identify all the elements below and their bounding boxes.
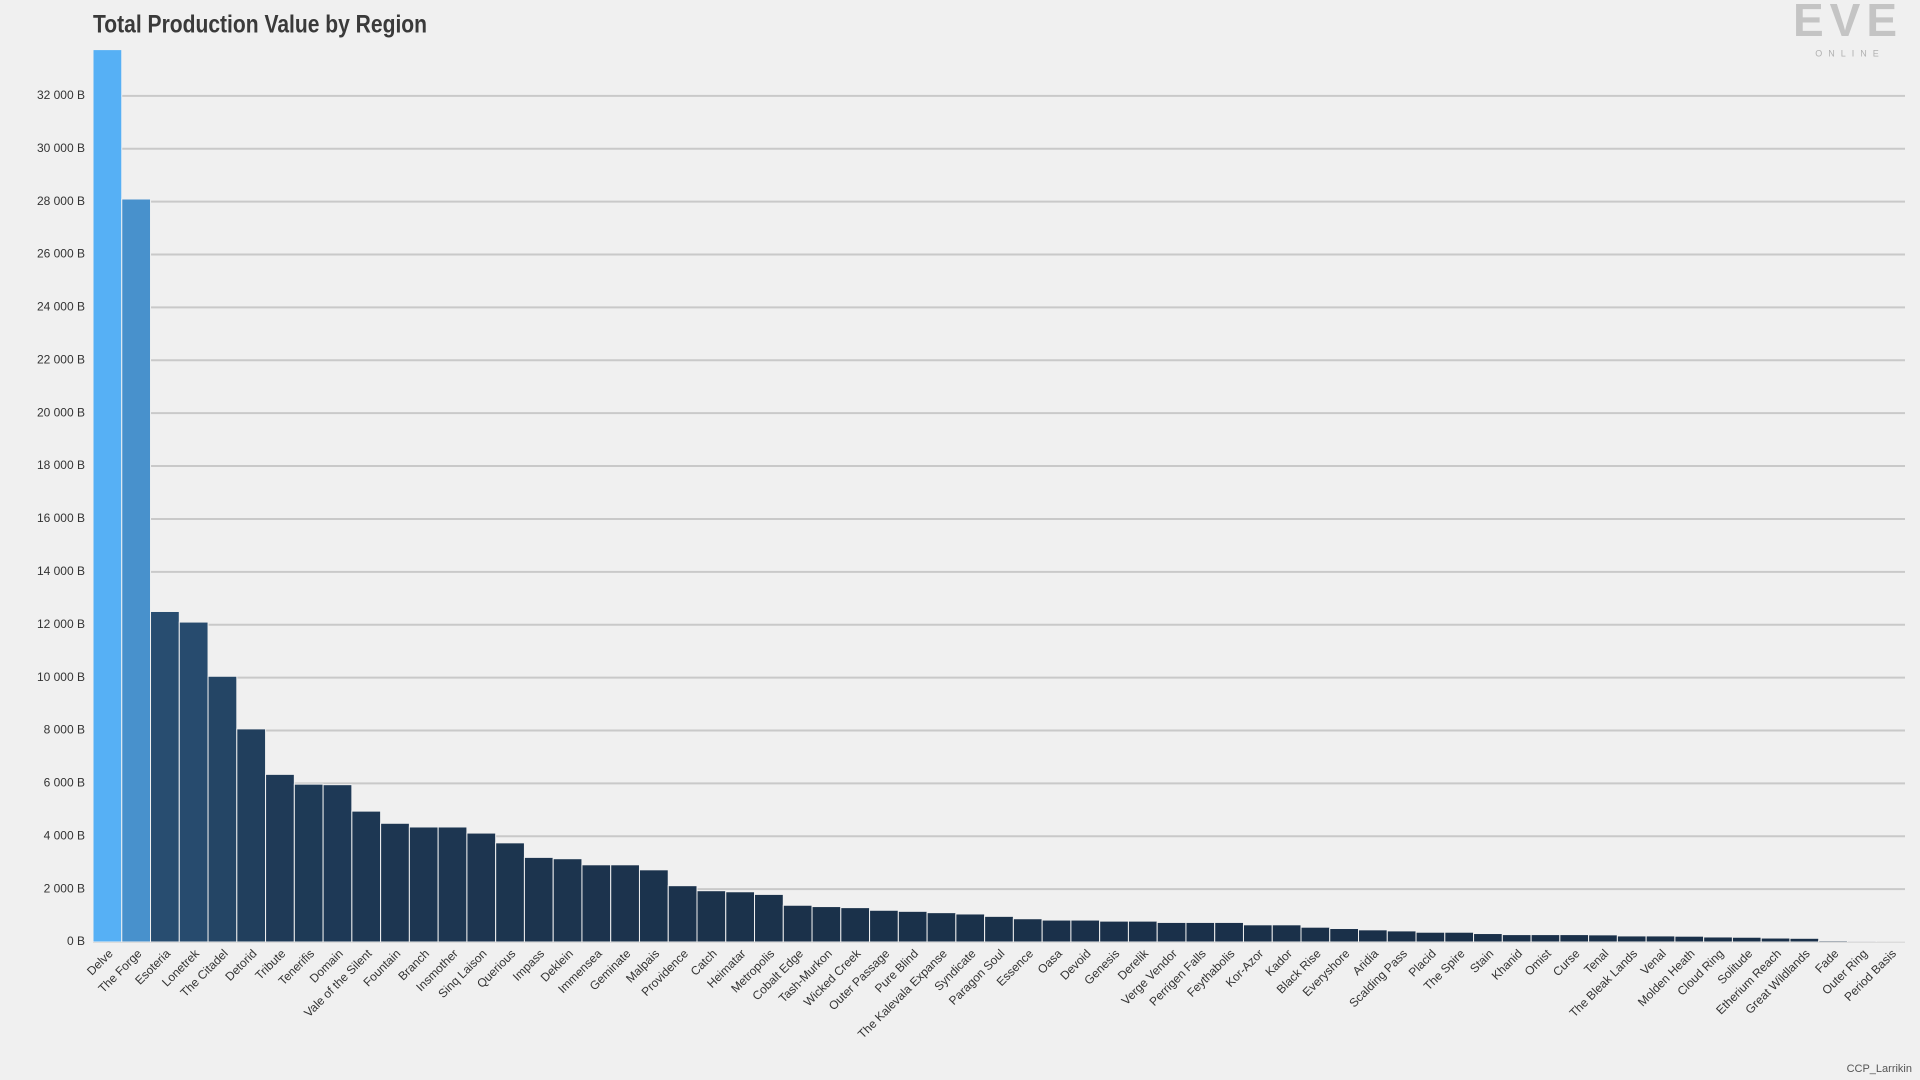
bar [1300,926,1331,943]
bar [955,913,986,943]
bar [1099,920,1129,943]
bar [495,842,525,943]
y-tick-label: 4 000 B [44,828,85,842]
bar [984,915,1014,943]
y-tick-label: 22 000 B [37,352,85,366]
bar [1501,934,1532,943]
bar [1760,937,1791,943]
bar [178,621,209,943]
bar [638,869,669,943]
bar [725,891,756,943]
y-tick-label: 2 000 B [44,881,85,895]
logo-subtitle: ONLINE [1815,48,1885,58]
bar [92,49,123,943]
bar [1588,934,1618,943]
bar [437,826,468,943]
bar [1530,934,1561,943]
bar [696,890,727,943]
bar [1070,919,1101,943]
bar [610,864,640,943]
y-tick-label: 12 000 B [37,617,85,631]
bar [121,198,152,943]
bar [1271,924,1302,943]
bar [1041,919,1072,943]
y-tick-label: 10 000 B [37,670,85,684]
bar [1731,936,1762,943]
bar [869,909,899,943]
bar [380,822,410,943]
y-tick-label: 28 000 B [37,194,85,208]
bar [1012,918,1043,943]
bar [1444,931,1475,943]
bar [811,906,842,943]
logo: EVE [1793,0,1903,46]
bar [351,810,382,943]
bar [1185,921,1216,943]
bar [1559,934,1590,943]
bar [150,610,180,943]
bar [1156,921,1187,943]
y-tick-label: 30 000 B [37,141,85,155]
bar [897,910,928,943]
credit: CCP_Larrikin [1847,1063,1912,1075]
bar [1358,929,1388,943]
bar [1703,936,1733,943]
bar [1674,935,1705,943]
bar [1616,935,1647,943]
chart-title: Total Production Value by Region [93,11,427,39]
y-tick-label: 6 000 B [44,776,85,790]
bar [926,912,957,943]
bar [581,864,612,943]
y-tick-label: 18 000 B [37,458,85,472]
bar [1386,930,1417,943]
y-tick-label: 8 000 B [44,723,85,737]
bar [1846,940,1877,943]
bar [754,893,784,943]
y-tick-label: 24 000 B [37,300,85,314]
bar [1415,931,1446,943]
bar [1127,920,1158,943]
bar [236,728,267,943]
bar [1473,933,1503,943]
y-tick-label: 16 000 B [37,511,85,525]
bar [293,783,324,943]
y-tick-label: 20 000 B [37,405,85,419]
bar [207,675,238,943]
bar [466,832,497,943]
bar [1789,937,1820,943]
bar [408,826,439,943]
bar [523,856,554,943]
y-tick-label: 14 000 B [37,564,85,578]
bar [1818,940,1848,943]
bar [265,773,295,943]
bar [1214,921,1244,943]
bar [552,858,583,943]
bar [322,784,353,943]
bar [667,885,698,943]
y-tick-label: 26 000 B [37,247,85,261]
bar [782,904,813,943]
bar [1645,935,1676,943]
bar [1242,924,1273,943]
bar [840,907,871,943]
y-tick-label: 32 000 B [37,88,85,102]
bar [1329,928,1360,943]
y-tick-label: 0 B [67,934,85,948]
